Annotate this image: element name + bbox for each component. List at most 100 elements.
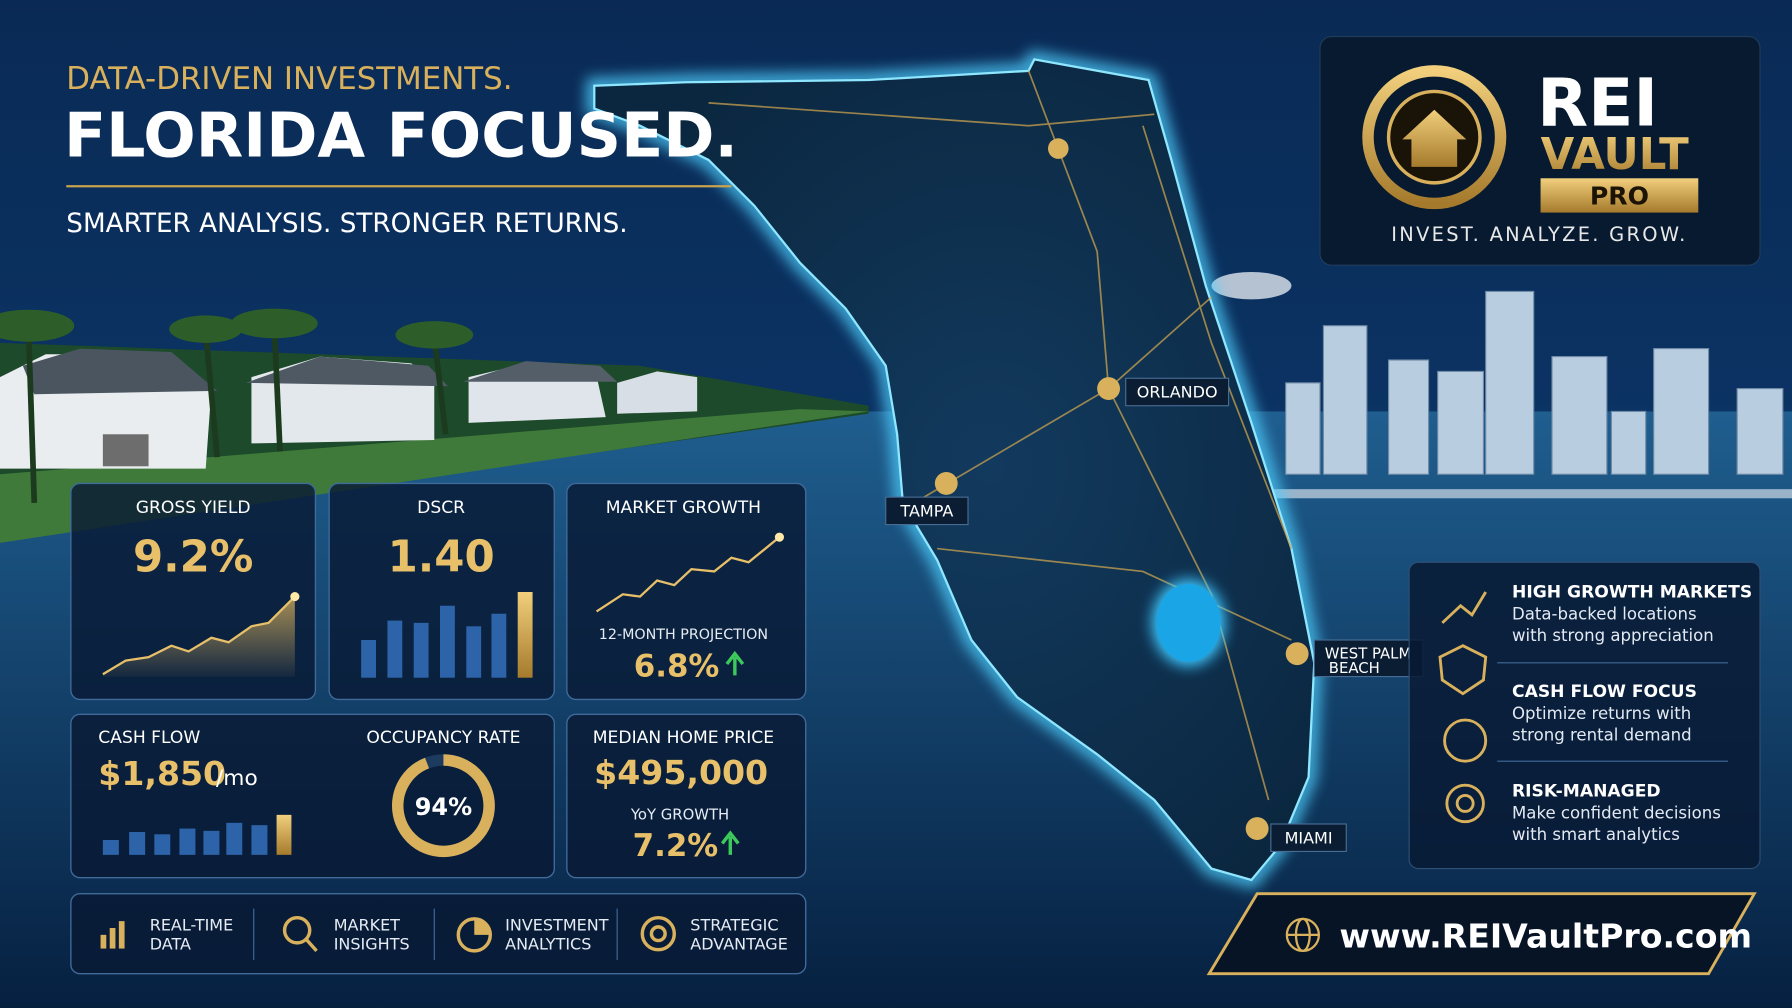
highlight-text: strong rental demand <box>1512 726 1692 745</box>
metric-cards-part <box>595 536 781 613</box>
skyline-scene-part-part <box>1736 387 1784 475</box>
metric-cards-part-part <box>466 626 482 678</box>
houses-scene-part-part <box>395 321 474 349</box>
highlights-panel-part-part <box>1455 793 1475 813</box>
metric-value: $1,850 <box>98 754 226 793</box>
logo-name: REI <box>1537 64 1658 142</box>
headline: FLORIDA FOCUSED. <box>64 100 738 172</box>
city-labels: ORLANDO TAMPA WEST PALM BEACH MIAMI <box>885 138 1424 852</box>
feature-strip-part-part <box>282 915 312 945</box>
houses-scene-part-part <box>271 325 283 452</box>
skyline-scene-part-part <box>1387 359 1430 475</box>
city-labels-part <box>1313 639 1424 678</box>
houses-scene-part-part <box>25 331 38 503</box>
tagline: SMARTER ANALYSIS. STRONGER RETURNS. <box>66 209 627 239</box>
metric-label: OCCUPANCY RATE <box>366 728 520 748</box>
houses-scene-part <box>22 348 218 395</box>
feature-strip: REAL-TIME DATA MARKET INSIGHTS INVESTMEN… <box>70 893 807 975</box>
feature-text: ANALYTICS <box>505 935 591 954</box>
bridge <box>1268 489 1792 499</box>
metric-value: 7.2% <box>633 828 719 864</box>
highlights-panel-part-part <box>1443 718 1488 763</box>
metric-unit: /mo <box>216 766 258 791</box>
feature-text: REAL-TIME <box>150 915 234 934</box>
city-labels-part <box>1048 138 1069 159</box>
metric-cards-part-part <box>203 830 220 855</box>
feature-strip-part-part <box>305 938 318 953</box>
metric-cards: GROSS YIELD 9.2% DSCR 1.40 MARKET GROWTH… <box>70 482 807 879</box>
occupancy-ring <box>391 754 495 858</box>
city-labels-part <box>1125 377 1230 407</box>
url-bar: www.REIVaultPro.com <box>1206 892 1757 976</box>
feature-text: STRATEGIC <box>690 915 778 934</box>
metric-cards-part <box>102 822 268 855</box>
skyline-scene-part-part <box>1485 290 1535 475</box>
feature-strip-part <box>100 921 125 949</box>
florida-map-part-part <box>708 102 1155 127</box>
city-labels-part <box>1097 377 1120 400</box>
highlight-text: Data-backed locations <box>1512 604 1697 623</box>
houses-scene-part <box>102 434 149 467</box>
city-label: MIAMI <box>1285 828 1333 847</box>
skyline-scene-part <box>1285 290 1784 475</box>
logo-panel-part <box>1540 178 1699 213</box>
metric-sublabel: 12-MONTH PROJECTION <box>599 627 768 643</box>
metric-cards-part <box>276 814 292 855</box>
skyline-scene-part-part <box>1437 370 1484 475</box>
houses-scene-part-part <box>202 331 220 458</box>
url: www.REIVaultPro.com <box>1339 916 1752 955</box>
feature-strip-part-part <box>100 934 107 949</box>
metric-cards-part <box>566 482 807 701</box>
logo-panel-part <box>1362 65 1507 210</box>
feature-text: INSIGHTS <box>334 935 410 954</box>
metric-value: 1.40 <box>388 532 495 582</box>
city-labels-part <box>1270 823 1347 852</box>
logo-panel: REI VAULT PRO INVEST. ANALYZE. GROW. <box>1319 36 1761 266</box>
metric-cards-part <box>720 830 740 855</box>
feature-strip-part-part <box>640 916 676 952</box>
houses-scene-part <box>462 361 618 382</box>
highlights-panel-part <box>1438 591 1488 824</box>
skyline-scene-part-part <box>1653 347 1710 475</box>
metric-cards-part-part <box>102 840 119 855</box>
metric-cards-part-part <box>179 828 196 855</box>
houses-scene-part-part <box>431 336 449 435</box>
feature-text: MARKET <box>334 915 400 934</box>
florida-map-part <box>1156 584 1221 662</box>
metric-cards-part <box>290 592 300 602</box>
logo-name: VAULT <box>1541 130 1690 180</box>
metric-label: CASH FLOW <box>98 728 200 748</box>
logo-slogan: INVEST. ANALYZE. GROW. <box>1391 223 1687 246</box>
skyline-scene <box>1211 272 1792 499</box>
highlight-text: with smart analytics <box>1512 825 1680 844</box>
metric-cards-part <box>566 713 807 879</box>
houses-scene-part <box>0 308 474 349</box>
metric-cards-part-part <box>251 825 268 855</box>
metric-value: 9.2% <box>133 532 253 582</box>
feature-strip-part-part <box>649 925 667 943</box>
city-label: ORLANDO <box>1137 383 1218 402</box>
metric-cards-part-part <box>413 622 429 678</box>
highlights-panel-part-part <box>1445 783 1485 824</box>
metric-sublabel: YoY GROWTH <box>630 805 729 823</box>
metric-cards-part-part <box>387 620 403 678</box>
highlight-text: with strong appreciation <box>1512 626 1714 645</box>
skyline-scene-part-part <box>1610 410 1647 475</box>
metric-label: MARKET GROWTH <box>606 498 761 518</box>
metric-cards-part <box>102 595 296 676</box>
metric-cards-part <box>517 592 533 678</box>
florida-map <box>586 50 1323 890</box>
highlight-text: Optimize returns with <box>1512 704 1691 723</box>
highlights-panel-part-part <box>1438 644 1488 696</box>
metric-cards-part-part <box>129 832 146 855</box>
skyline-scene-part-part <box>1285 382 1321 475</box>
metric-cards-part-part <box>154 834 171 855</box>
metric-value: $495,000 <box>594 753 768 792</box>
metric-label: GROSS YIELD <box>136 498 251 518</box>
houses-scene <box>0 308 869 543</box>
metric-cards-part-part <box>361 640 376 678</box>
houses-scene-part-part <box>169 315 243 343</box>
feature-strip-part-part <box>109 928 116 949</box>
